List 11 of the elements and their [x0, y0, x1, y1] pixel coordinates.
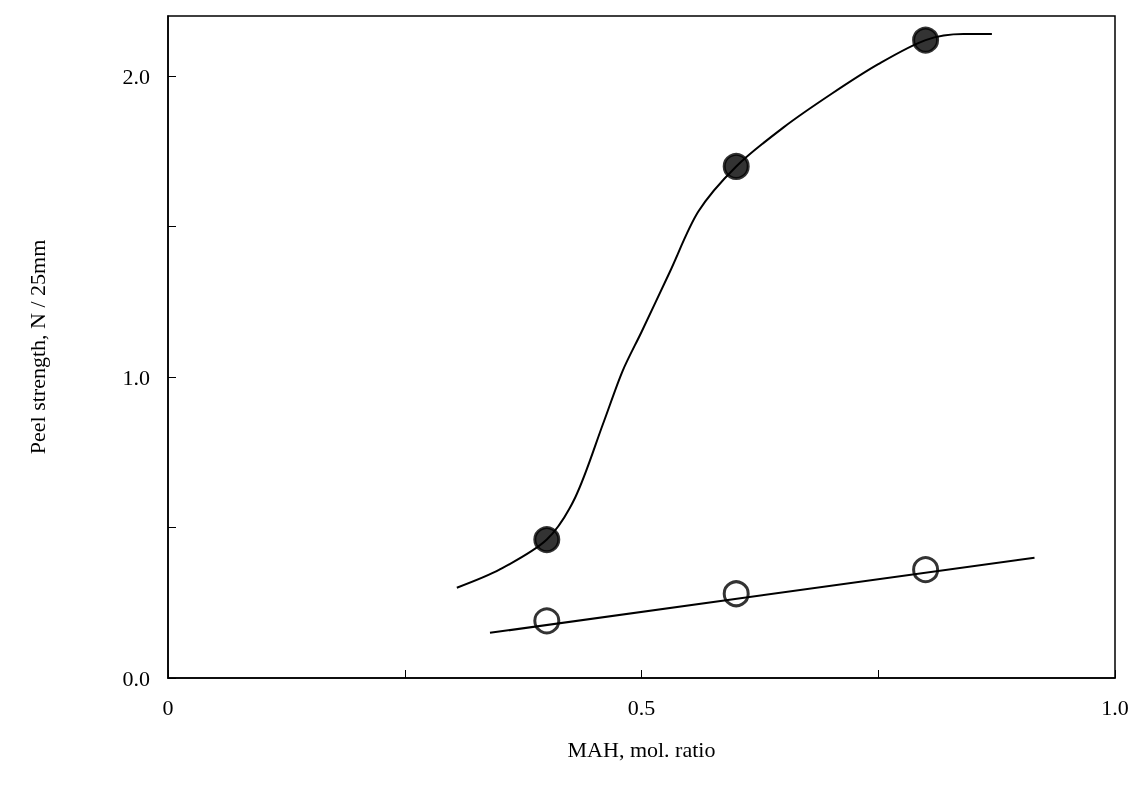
x-axis-title: MAH, mol. ratio: [567, 736, 716, 762]
y-axis-title: Peel strength, N / 25mm: [24, 239, 50, 455]
x-tick-label: 0.5: [627, 694, 656, 720]
x-tick-label: 0: [162, 694, 174, 720]
y-tick-label: 1.0: [122, 364, 150, 390]
point: [533, 526, 561, 554]
x-tick-label: 1.0: [1101, 694, 1129, 720]
y-tick-label: 0.0: [122, 665, 150, 691]
point: [722, 152, 750, 180]
point: [912, 26, 940, 54]
y-tick-label: 2.0: [122, 63, 150, 89]
